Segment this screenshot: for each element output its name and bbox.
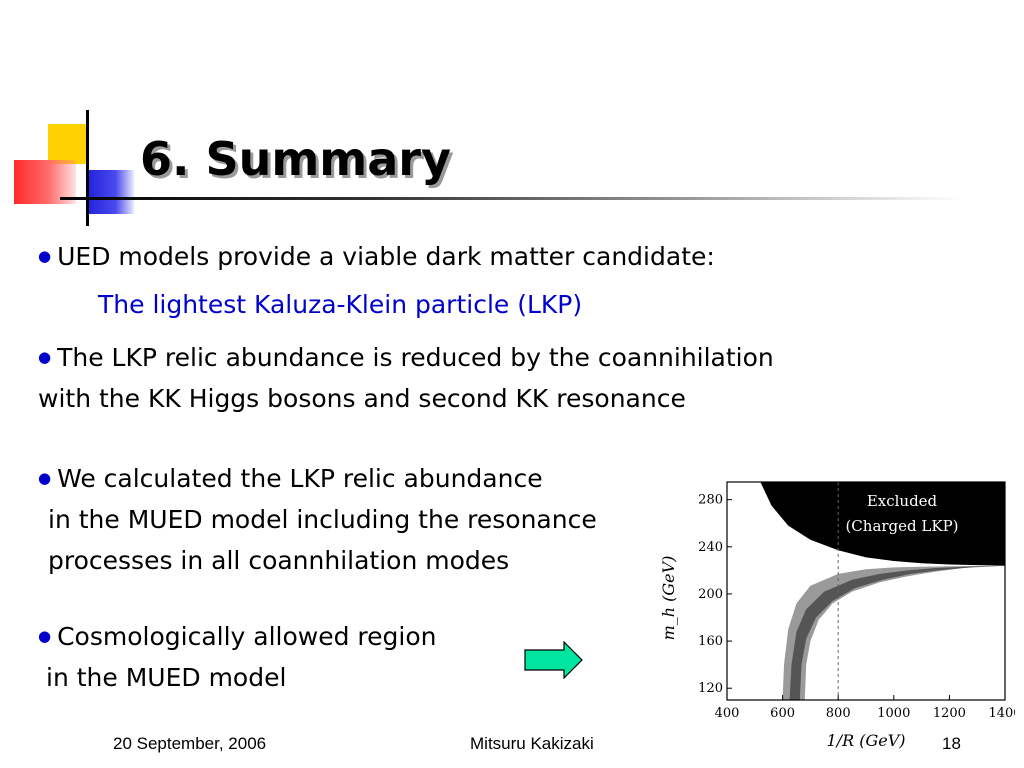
bullet-dot-icon: ● (38, 247, 52, 265)
outer-allowed-band (782, 565, 1005, 700)
x-tick-label: 1200 (933, 706, 966, 721)
title-decoration-vertical-line (86, 110, 89, 226)
excluded-region (760, 482, 1005, 566)
bullet-2: ● The LKP relic abundance is reduced by t… (38, 343, 774, 372)
bullet-3-line-3: processes in all coannhilation modes (48, 546, 510, 575)
x-axis-label: 1/R (GeV) (827, 731, 906, 750)
footer-page-number: 18 (942, 734, 961, 753)
bullet-3-line-2: in the MUED model including the resonanc… (48, 505, 597, 534)
bullet-3-line-1: We calculated the LKP relic abundance (57, 464, 543, 493)
title-decoration-blue (88, 170, 134, 214)
y-axis-label: m_h (GeV) (659, 556, 678, 641)
x-tick-label: 600 (770, 706, 795, 721)
x-tick-label: 1000 (877, 706, 910, 721)
y-tick-label: 240 (698, 540, 723, 555)
bullet-1-text: UED models provide a viable dark matter … (57, 242, 715, 271)
x-tick-label: 1400 (988, 706, 1015, 721)
footer-author: Mitsuru Kakizaki (470, 734, 594, 753)
bullet-2-line-1: The LKP relic abundance is reduced by th… (57, 343, 774, 372)
y-tick-label: 280 (698, 493, 723, 508)
footer-date: 20 September, 2006 (113, 734, 267, 753)
slide-title: 6. Summary (140, 132, 451, 186)
relic-abundance-chart: 400 600 800 1000 1200 1400 120 160 200 240 280 Ex… (659, 481, 1015, 750)
bullet-4-line-2: in the MUED model (46, 663, 287, 692)
x-tick-label: 800 (826, 706, 851, 721)
y-tick-label: 200 (698, 587, 723, 602)
excluded-label-line-2: (Charged LKP) (845, 517, 958, 535)
x-tick-label: 400 (715, 706, 740, 721)
bullet-4: ● Cosmologically allowed region (38, 622, 437, 651)
bullet-dot-icon: ● (38, 469, 52, 487)
bullet-1-sub: The lightest Kaluza-Klein particle (LKP) (98, 290, 583, 319)
bullet-3: ● We calculated the LKP relic abundance (38, 464, 543, 493)
bullet-dot-icon: ● (38, 348, 52, 366)
y-tick-label: 160 (698, 634, 723, 649)
y-tick-label: 120 (698, 681, 723, 696)
bullet-4-line-1: Cosmologically allowed region (57, 622, 437, 651)
bullet-dot-icon: ● (38, 627, 52, 645)
right-arrow-icon (524, 641, 583, 679)
title-decoration-red (14, 160, 76, 204)
title-decoration-yellow (48, 124, 88, 164)
excluded-label-line-1: Excluded (867, 492, 938, 510)
plot-frame (726, 481, 1006, 701)
title-underline (60, 197, 960, 200)
bullet-1: ● UED models provide a viable dark matter… (38, 242, 715, 271)
bullet-2-line-2: with the KK Higgs bosons and second KK r… (38, 384, 686, 413)
